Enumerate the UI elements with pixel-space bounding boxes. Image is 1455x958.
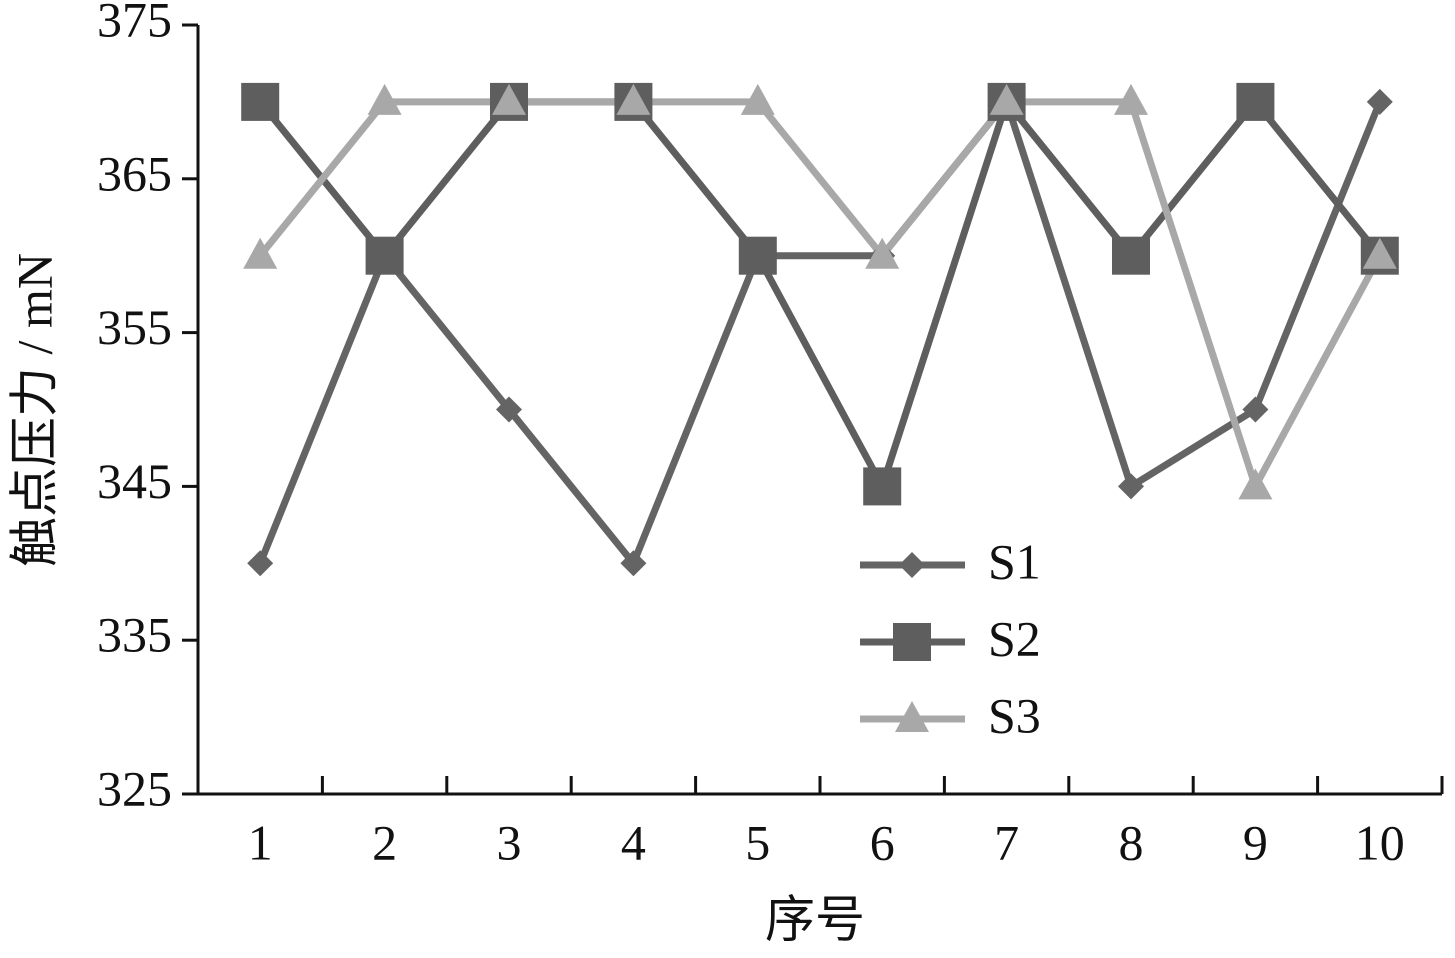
- legend-marker: [895, 701, 929, 732]
- y-tick-label: 365: [97, 145, 172, 201]
- marker: [241, 82, 280, 121]
- marker: [863, 467, 902, 506]
- series-line: [256, 98, 1384, 567]
- y-tick-label: 345: [97, 453, 172, 509]
- x-tick-label: 7: [994, 814, 1019, 870]
- y-tick-label: 325: [97, 760, 172, 816]
- x-tick-label: 3: [497, 814, 522, 870]
- x-tick-label: 10: [1355, 814, 1405, 870]
- marker: [1242, 396, 1269, 423]
- marker: [616, 83, 651, 115]
- marker: [492, 83, 526, 115]
- marker: [496, 396, 522, 423]
- legend-label: S3: [988, 687, 1041, 743]
- series-line: [257, 98, 1383, 490]
- legend-label: S2: [988, 610, 1041, 666]
- marker: [989, 83, 1024, 115]
- marker: [243, 237, 278, 269]
- marker: [1236, 82, 1275, 121]
- x-tick-label: 8: [1119, 814, 1144, 870]
- y-tick-label: 355: [97, 299, 172, 355]
- x-tick-label: 1: [248, 814, 273, 870]
- marker: [247, 550, 274, 577]
- legend-marker: [893, 623, 931, 661]
- x-tick-label: 4: [621, 814, 646, 870]
- marker: [738, 236, 777, 275]
- x-tick-label: 6: [870, 814, 895, 870]
- marker: [1366, 88, 1393, 115]
- series-line: [257, 98, 1383, 490]
- legend-marker: [899, 552, 925, 578]
- marker: [740, 83, 775, 115]
- marker: [1114, 83, 1148, 115]
- legend-label: S1: [988, 533, 1041, 589]
- x-tick-label: 5: [745, 814, 770, 870]
- y-axis-label: 触点压力 / mN: [6, 253, 62, 567]
- marker: [1238, 468, 1273, 500]
- marker: [1362, 237, 1397, 269]
- y-tick-label: 375: [97, 0, 172, 47]
- marker: [365, 236, 404, 275]
- marker: [1112, 236, 1150, 275]
- x-tick-label: 9: [1243, 814, 1268, 870]
- y-tick-label: 335: [97, 607, 172, 663]
- x-axis-label: 序号: [765, 891, 865, 947]
- marker: [865, 237, 900, 269]
- marker: [620, 550, 647, 577]
- marker: [1118, 473, 1144, 500]
- x-tick-label: 2: [372, 814, 397, 870]
- marker: [367, 83, 402, 115]
